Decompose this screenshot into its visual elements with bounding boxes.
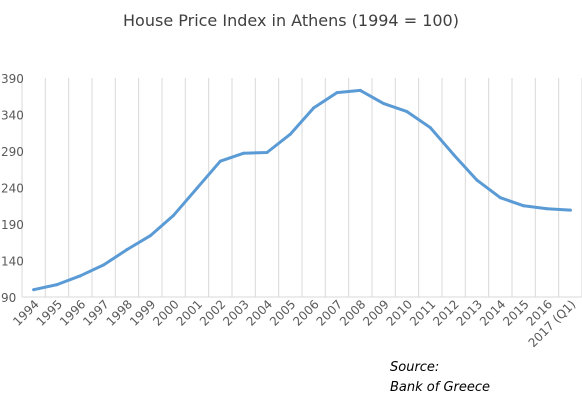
data-point — [78, 274, 82, 278]
data-point — [148, 234, 152, 238]
x-tick-label: 2013 — [454, 297, 485, 328]
data-point — [475, 178, 479, 182]
x-tick-label: 1997 — [80, 297, 111, 328]
x-tick-label: 2014 — [477, 297, 508, 328]
data-point — [358, 88, 362, 92]
y-tick-label: 240 — [1, 182, 24, 196]
x-tick-label: 2005 — [267, 297, 298, 328]
data-point — [288, 132, 292, 136]
data-point — [522, 204, 526, 208]
x-tick-label: 2015 — [500, 297, 531, 328]
x-tick-label: 2010 — [384, 297, 415, 328]
data-point — [498, 196, 502, 200]
data-point — [335, 91, 339, 95]
data-point — [102, 263, 106, 267]
x-tick-label: 2001 — [174, 297, 205, 328]
data-point — [405, 110, 409, 114]
y-tick-label: 390 — [1, 72, 24, 86]
x-tick-label: 2007 — [314, 297, 345, 328]
x-tick-label: 2006 — [290, 297, 321, 328]
data-point — [452, 153, 456, 157]
data-point — [55, 283, 59, 287]
data-point — [312, 106, 316, 110]
y-tick-label: 140 — [1, 255, 24, 269]
data-point — [568, 208, 572, 212]
x-tick-label: 1998 — [104, 297, 135, 328]
x-tick-label: 2004 — [244, 297, 275, 328]
x-tick-label: 1999 — [127, 297, 158, 328]
data-point — [195, 186, 199, 190]
source-label: Source: — [390, 360, 440, 375]
y-tick-label: 340 — [1, 109, 24, 123]
data-point — [172, 213, 176, 217]
x-tick-label: 2011 — [407, 297, 438, 328]
y-tick-label: 90 — [1, 291, 16, 305]
data-point — [32, 288, 36, 292]
data-point — [382, 102, 386, 106]
x-tick-label: 2000 — [150, 297, 181, 328]
data-point — [125, 248, 129, 252]
source-note: Source: Bank of Greece — [390, 358, 490, 398]
x-tick-label: 2002 — [197, 297, 228, 328]
data-point — [242, 151, 246, 155]
series-line — [32, 88, 572, 292]
x-tick-label: 1996 — [57, 297, 88, 328]
x-tick-label: 2009 — [360, 297, 391, 328]
x-tick-label: 2003 — [220, 297, 251, 328]
x-tick-label: 2008 — [337, 297, 368, 328]
y-tick-label: 190 — [1, 218, 24, 232]
x-tick-label: 2012 — [430, 297, 461, 328]
source-name: Bank of Greece — [390, 380, 491, 395]
data-point — [265, 150, 269, 154]
chart-title: House Price Index in Athens (1994 = 100) — [123, 11, 459, 30]
y-tick-label: 290 — [1, 145, 24, 159]
x-tick-label: 1995 — [34, 297, 65, 328]
data-point — [428, 126, 432, 130]
data-point — [545, 207, 549, 211]
data-point — [218, 159, 222, 163]
